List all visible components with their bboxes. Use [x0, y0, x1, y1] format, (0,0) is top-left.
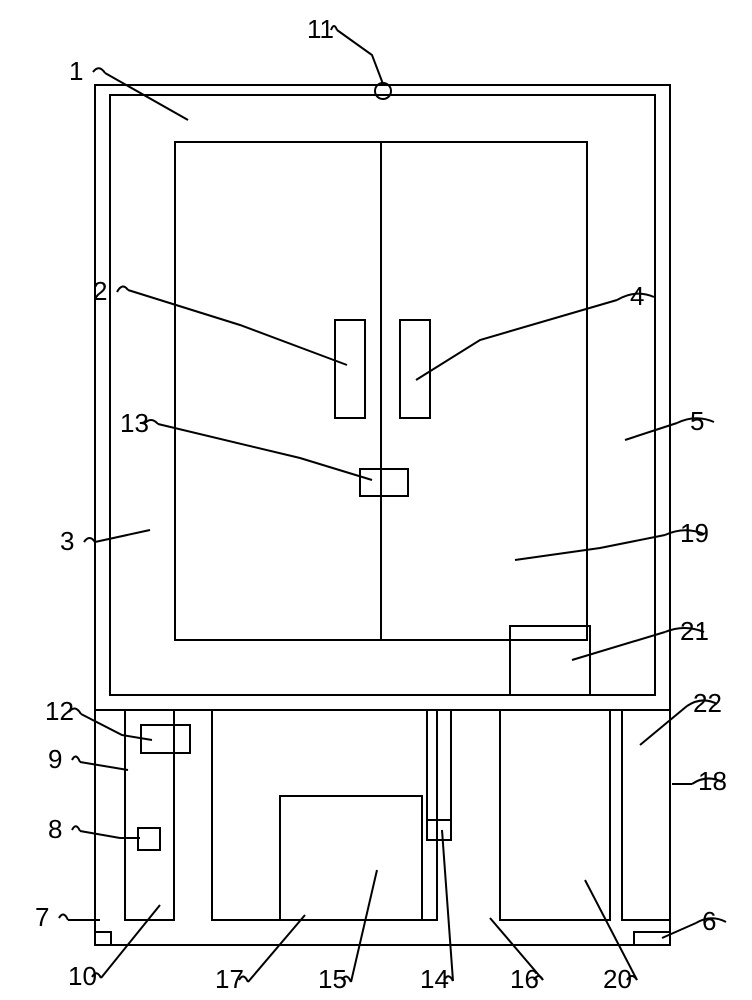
- label-4: 4: [630, 281, 644, 311]
- handle-right: [400, 320, 430, 418]
- right-block-2: [622, 710, 670, 920]
- tiny-square: [138, 828, 160, 850]
- label-5: 5: [690, 406, 704, 436]
- lead-line-6: [662, 923, 696, 938]
- lead-line-22: [640, 706, 687, 745]
- label-2: 2: [93, 276, 107, 306]
- lead-line-2: [128, 290, 347, 365]
- outer-frame: [95, 85, 670, 945]
- label-8: 8: [48, 814, 62, 844]
- label-15: 15: [318, 964, 347, 994]
- upper-inner-frame: [110, 95, 655, 695]
- lead-line-10: [101, 905, 160, 978]
- lead-line-3: [95, 530, 150, 542]
- lead-hook-3: [84, 538, 95, 542]
- label-22: 22: [693, 688, 722, 718]
- label-16: 16: [510, 964, 539, 994]
- foot-right: [634, 932, 670, 945]
- lead-line-11: [337, 30, 383, 84]
- lead-line-14: [442, 830, 453, 981]
- lead-hook-7: [59, 914, 68, 920]
- lead-hook-2: [117, 286, 128, 292]
- label-10: 10: [68, 961, 97, 991]
- mid-vertical-inner: [427, 820, 451, 840]
- label-17: 17: [215, 964, 244, 994]
- lead-line-19: [515, 535, 665, 560]
- lead-line-21: [572, 632, 665, 660]
- lead-line-17: [248, 915, 305, 982]
- label-3: 3: [60, 526, 74, 556]
- lead-hook-8: [72, 826, 80, 831]
- foot-left: [95, 932, 111, 945]
- lead-line-8: [80, 831, 140, 838]
- label-1: 1: [69, 56, 83, 86]
- label-14: 14: [420, 964, 449, 994]
- label-11: 11: [307, 14, 334, 44]
- label-7: 7: [35, 902, 49, 932]
- lead-line-15: [351, 870, 377, 982]
- label-21: 21: [680, 616, 709, 646]
- small-center-box: [360, 469, 408, 496]
- lead-line-1: [105, 73, 188, 120]
- label-20: 20: [603, 964, 632, 994]
- label-19: 19: [680, 518, 709, 548]
- lead-line-13: [158, 424, 372, 480]
- left-column: [125, 710, 174, 920]
- lead-hook-9: [72, 756, 80, 762]
- label-6: 6: [702, 906, 716, 936]
- lead-hook-1: [93, 68, 105, 73]
- mid-block: [280, 796, 422, 920]
- pod-right: [510, 626, 590, 695]
- right-block-1: [500, 710, 610, 920]
- label-12: 12: [45, 696, 74, 726]
- label-9: 9: [48, 744, 62, 774]
- label-13: 13: [120, 408, 149, 438]
- label-18: 18: [698, 766, 727, 796]
- handle-left: [335, 320, 365, 418]
- mid-tall-block: [212, 710, 437, 920]
- lead-line-9: [80, 762, 128, 770]
